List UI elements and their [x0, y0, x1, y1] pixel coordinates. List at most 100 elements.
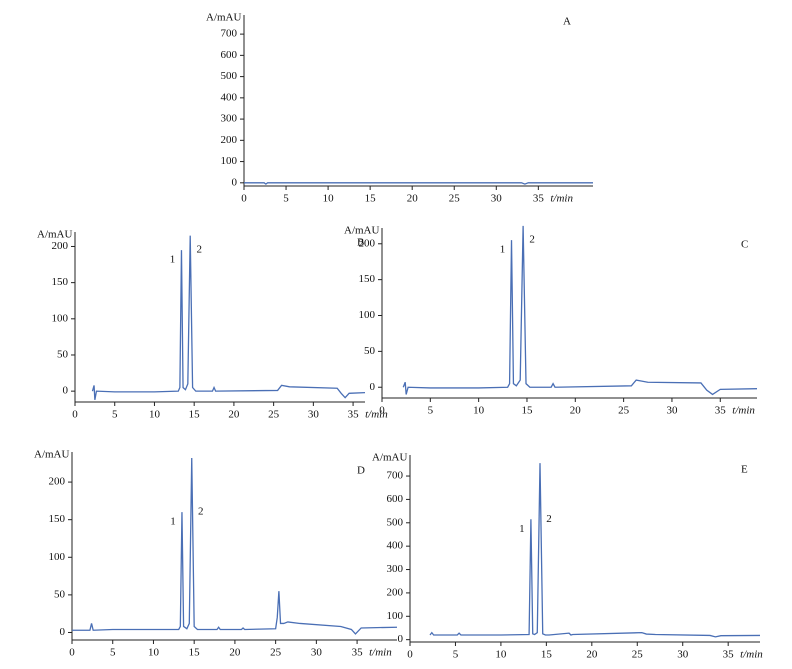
y-tick-label: 0	[60, 626, 66, 638]
x-tick-label: 20	[229, 647, 241, 659]
x-tick-label: 10	[473, 405, 485, 417]
panel-label: B	[357, 237, 364, 249]
x-tick-label: 15	[365, 193, 377, 205]
y-tick-label: 150	[49, 513, 66, 525]
x-tick-label: 0	[379, 405, 385, 417]
x-axis-label: t/min	[550, 193, 573, 205]
x-tick-label: 10	[149, 409, 161, 421]
x-tick-label: 5	[428, 405, 434, 417]
x-tick-label: 20	[586, 649, 598, 661]
y-tick-label: 300	[387, 563, 404, 575]
y-tick-label: 500	[387, 516, 404, 528]
y-tick-label: 100	[387, 610, 404, 622]
y-axis-label: A/mAU	[37, 229, 73, 241]
y-axis-label: A/mAU	[372, 452, 408, 464]
y-axis-label: A/mAU	[206, 12, 242, 24]
y-tick-label: 600	[387, 493, 404, 505]
y-axis-label: A/mAU	[34, 449, 70, 461]
x-tick-label: 35	[533, 193, 545, 205]
trace	[402, 225, 758, 396]
y-tick-label: 700	[221, 28, 238, 40]
y-tick-label: 200	[52, 240, 69, 252]
x-tick-label: 0	[241, 193, 247, 205]
x-tick-label: 25	[632, 649, 644, 661]
x-axis-label: t/min	[740, 649, 763, 661]
y-tick-label: 0	[63, 385, 69, 397]
trace	[244, 182, 593, 185]
panel-label: E	[741, 464, 748, 476]
x-tick-label: 10	[323, 193, 335, 205]
trace	[429, 463, 761, 638]
x-tick-label: 30	[666, 405, 678, 417]
x-tick-label: 35	[352, 647, 364, 659]
x-tick-label: 0	[72, 409, 78, 421]
peak-label: 1	[500, 244, 506, 256]
x-tick-label: 25	[268, 409, 280, 421]
peak-label: 2	[198, 506, 204, 518]
y-tick-label: 200	[49, 476, 66, 488]
panel-label: C	[741, 239, 748, 251]
x-tick-label: 15	[541, 649, 553, 661]
y-tick-label: 400	[221, 91, 238, 103]
y-tick-label: 0	[398, 633, 404, 645]
y-tick-label: 700	[387, 470, 404, 482]
x-tick-label: 15	[189, 647, 201, 659]
x-axis-label: t/min	[369, 647, 392, 659]
x-tick-label: 0	[69, 647, 75, 659]
peak-label: 1	[519, 523, 525, 535]
trace	[72, 458, 398, 635]
x-tick-label: 20	[570, 405, 582, 417]
y-tick-label: 0	[370, 381, 376, 393]
x-tick-label: 35	[715, 405, 727, 417]
y-tick-label: 50	[364, 345, 376, 357]
x-tick-label: 5	[110, 647, 116, 659]
peak-label: 2	[529, 234, 535, 246]
y-tick-label: 50	[57, 349, 69, 361]
x-tick-label: 10	[495, 649, 507, 661]
y-tick-label: 200	[387, 586, 404, 598]
trace	[91, 235, 366, 400]
y-tick-label: 150	[52, 276, 69, 288]
x-tick-label: 20	[228, 409, 240, 421]
x-tick-label: 25	[618, 405, 630, 417]
y-tick-label: 600	[221, 49, 238, 61]
x-axis-label: t/min	[732, 405, 755, 417]
x-tick-label: 30	[491, 193, 503, 205]
y-tick-label: 150	[359, 273, 376, 285]
peak-label: 2	[546, 513, 552, 525]
x-tick-label: 15	[521, 405, 533, 417]
x-tick-label: 20	[407, 193, 419, 205]
y-tick-label: 500	[221, 70, 238, 82]
x-tick-label: 5	[112, 409, 118, 421]
x-tick-label: 35	[348, 409, 360, 421]
y-tick-label: 200	[221, 134, 238, 146]
x-tick-label: 25	[270, 647, 282, 659]
y-tick-label: 50	[54, 588, 66, 600]
x-tick-label: 10	[148, 647, 160, 659]
y-tick-label: 100	[221, 155, 238, 167]
peak-label: 2	[196, 244, 202, 256]
x-axis-label: t/min	[365, 409, 388, 421]
x-tick-label: 0	[407, 649, 413, 661]
panel-label: D	[357, 465, 365, 477]
y-axis-label: A/mAU	[344, 225, 380, 237]
y-tick-label: 200	[359, 237, 376, 249]
y-tick-label: 100	[49, 551, 66, 563]
y-tick-label: 100	[52, 312, 69, 324]
y-tick-label: 100	[359, 309, 376, 321]
x-tick-label: 5	[283, 193, 289, 205]
x-tick-label: 25	[449, 193, 461, 205]
peak-label: 1	[170, 516, 176, 528]
y-tick-label: 300	[221, 113, 238, 125]
x-tick-label: 35	[723, 649, 735, 661]
y-tick-label: 0	[232, 176, 238, 188]
x-tick-label: 30	[677, 649, 689, 661]
panel-label: A	[563, 16, 571, 28]
x-tick-label: 30	[311, 647, 323, 659]
x-tick-label: 30	[308, 409, 320, 421]
x-tick-label: 5	[453, 649, 459, 661]
y-tick-label: 400	[387, 540, 404, 552]
peak-label: 1	[170, 254, 176, 266]
